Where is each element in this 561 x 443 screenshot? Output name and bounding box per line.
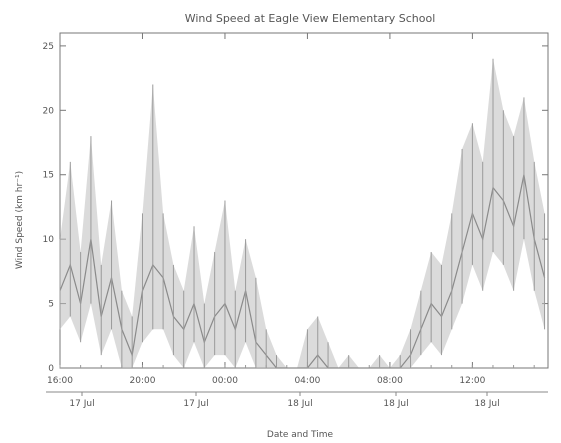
x-tick-label: 12:00: [459, 376, 485, 386]
y-tick-label: 5: [48, 300, 54, 310]
y-axis-label: Wind Speed (km hr⁻¹): [15, 171, 25, 269]
x-axis-label: Date and Time: [267, 430, 334, 440]
x-tick-label: 00:00: [212, 376, 238, 386]
date-tick-label: 18 Jul: [383, 399, 408, 409]
y-tick-label: 15: [43, 171, 54, 181]
date-tick-label: 17 Jul: [69, 399, 94, 409]
y-tick-label: 0: [48, 364, 54, 374]
y-tick-label: 10: [43, 235, 55, 245]
x-tick-label: 16:00: [47, 376, 73, 386]
wind-speed-range-band: [60, 58, 545, 369]
date-tick-label: 18 Jul: [474, 399, 499, 409]
y-tick-label: 25: [43, 42, 54, 52]
date-tick-label: 17 Jul: [183, 399, 208, 409]
x-tick-label: 20:00: [130, 376, 156, 386]
date-tick-label: 18 Jul: [287, 399, 312, 409]
chart-title: Wind Speed at Eagle View Elementary Scho…: [185, 12, 436, 25]
y-tick-label: 20: [43, 106, 55, 116]
x-tick-label: 04:00: [294, 376, 320, 386]
wind-speed-series-line: [59, 174, 546, 369]
x-tick-label: 08:00: [377, 376, 403, 386]
plot-area: 0 5 10 15 20 25 16:00 20:00 00:00 04:00 08:00 12:00…: [43, 32, 549, 409]
